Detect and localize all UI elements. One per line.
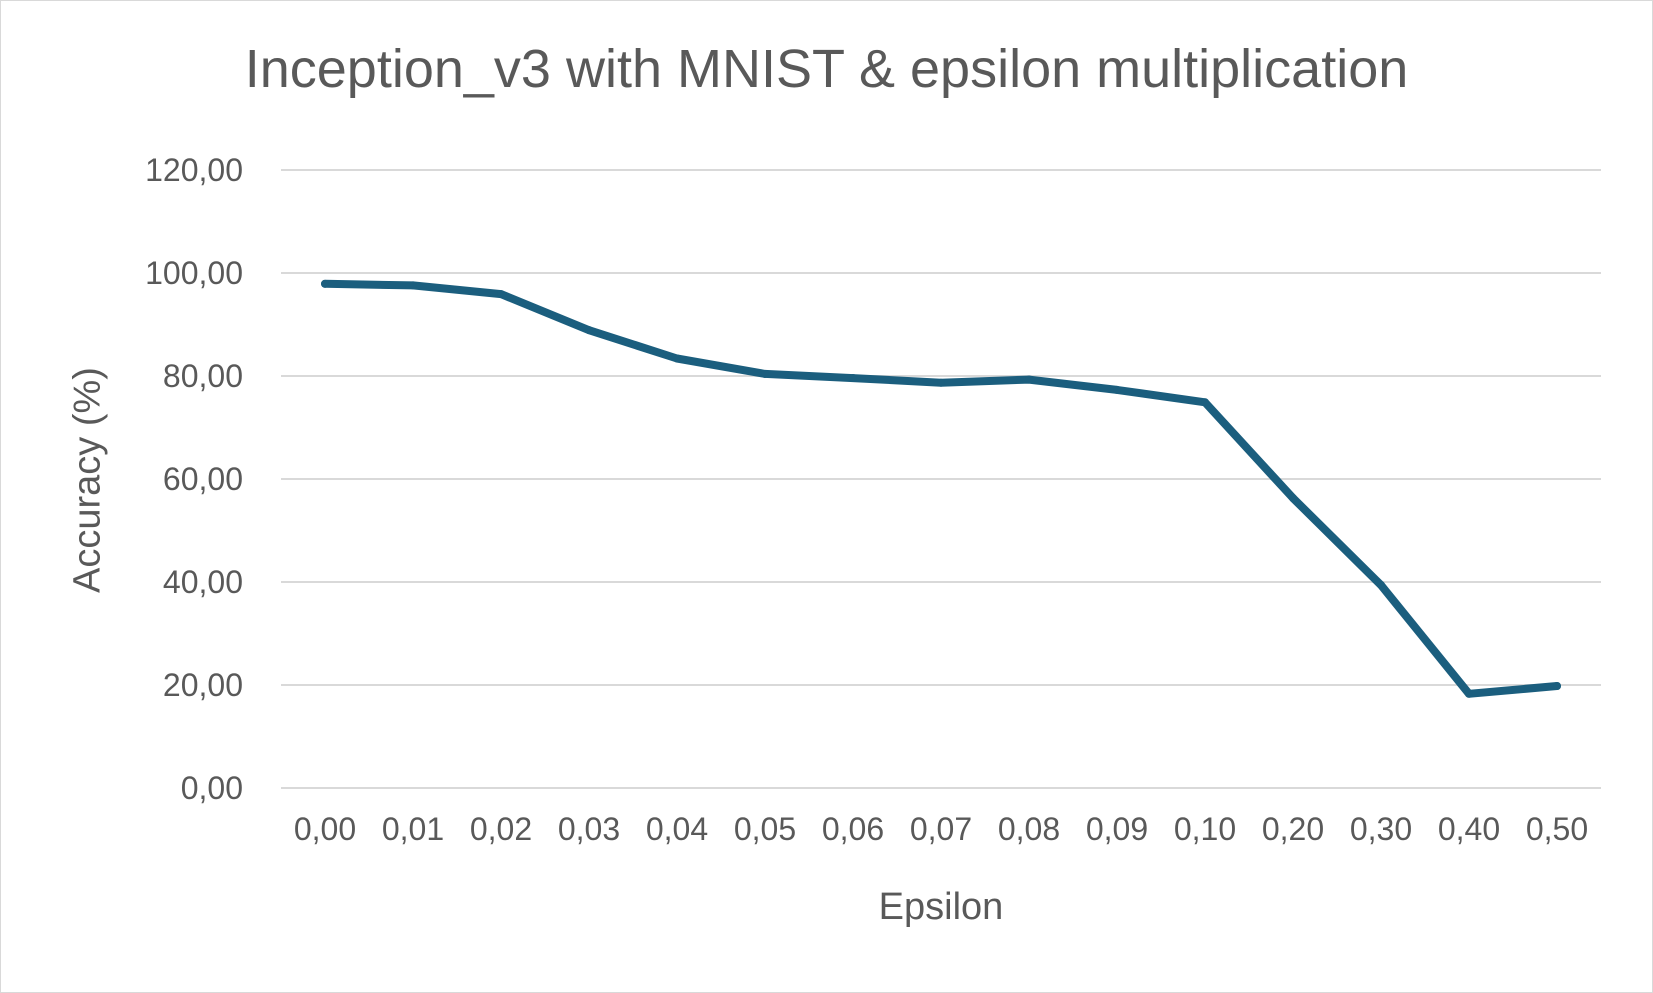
x-tick-label: 0,20 [1262,811,1324,847]
data-point [409,281,417,290]
data-point [849,374,857,383]
data-point [673,354,681,363]
gridlines [281,169,1601,789]
x-tick-label: 0,01 [382,811,444,847]
y-tick-label: 0,00 [181,770,243,806]
data-point [497,290,505,299]
y-tick-labels: 0,00 20,00 40,00 60,00 80,00 100,00 120,00 [145,152,243,806]
x-tick-label: 0,40 [1438,811,1500,847]
y-tick-label: 60,00 [163,461,243,497]
data-point [1465,689,1473,698]
data-point [1377,581,1385,590]
series-layer [321,279,1561,698]
data-point [937,378,945,387]
x-tick-label: 0,05 [734,811,796,847]
x-tick-label: 0,04 [646,811,708,847]
x-tick-label: 0,09 [1086,811,1148,847]
y-tick-label: 20,00 [163,667,243,703]
x-tick-labels: 0,00 0,01 0,02 0,03 0,04 0,05 0,06 0,07 0,08 0,09… [294,811,1588,847]
x-tick-label: 0,00 [294,811,356,847]
x-tick-label: 0,02 [470,811,532,847]
x-tick-label: 0,03 [558,811,620,847]
y-tick-label: 80,00 [163,358,243,394]
series-line [321,279,1561,698]
data-point [585,326,593,335]
x-axis-label: Epsilon [878,886,1004,928]
x-tick-label: 0,06 [822,811,884,847]
x-tick-label: 0,30 [1350,811,1412,847]
data-point [1289,494,1297,503]
data-point [761,369,769,378]
data-point [1025,375,1033,384]
y-tick-label: 120,00 [145,152,243,188]
data-point [1113,385,1121,394]
chart-title: Inception_v3 with MNIST & epsilon multip… [244,39,1409,99]
y-tick-label: 100,00 [145,255,243,291]
x-tick-label: 0,08 [998,811,1060,847]
data-point [1553,682,1561,691]
y-tick-label: 40,00 [163,564,243,600]
data-point [1201,398,1209,407]
x-tick-label: 0,50 [1526,811,1588,847]
data-point [321,279,329,288]
x-tick-label: 0,07 [910,811,972,847]
x-tick-label: 0,10 [1174,811,1236,847]
